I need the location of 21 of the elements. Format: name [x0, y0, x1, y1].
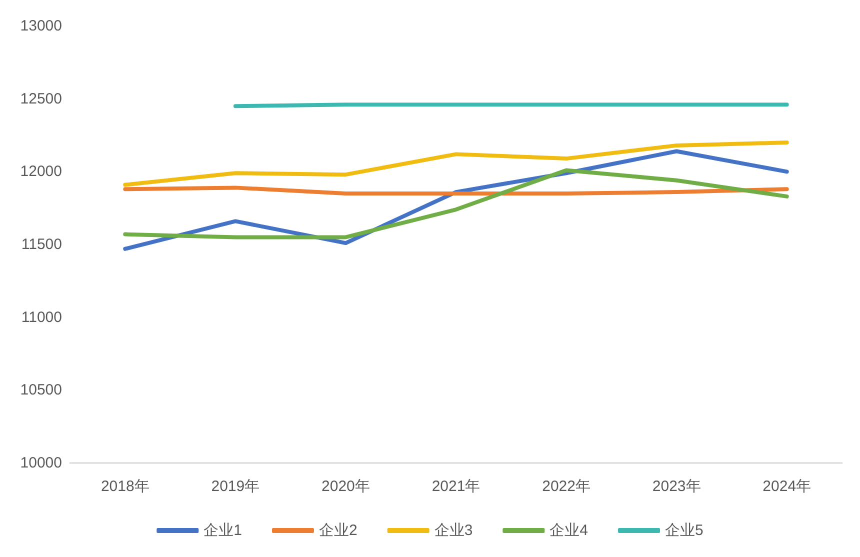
y-tick-label: 12500: [20, 90, 62, 108]
x-tick-label: 2022年: [542, 478, 590, 495]
y-tick-label: 13000: [20, 18, 62, 34]
y-tick-label: 10500: [20, 382, 62, 399]
y-tick-label: 12000: [20, 163, 62, 180]
x-tick-label: 2018年: [100, 478, 150, 495]
legend-label: 企业5: [665, 522, 704, 539]
y-tick-label: 10000: [20, 454, 62, 472]
legend-label: 企业4: [550, 522, 588, 539]
x-tick-label: 2021年: [432, 478, 480, 495]
legend-label: 企业2: [318, 522, 358, 539]
x-tick-label: 2023年: [652, 478, 701, 495]
y-tick-label: 11500: [21, 236, 62, 253]
x-tick-label: 2024年: [762, 478, 812, 495]
legend-label: 企业1: [204, 522, 242, 539]
line-series: [123, 140, 789, 187]
legend-label: 企业3: [434, 522, 473, 539]
y-tick-label: 11000: [21, 308, 62, 326]
line-series: [123, 168, 789, 240]
x-tick-label: 2019年: [211, 478, 260, 495]
x-tick-label: 2020年: [322, 478, 370, 495]
